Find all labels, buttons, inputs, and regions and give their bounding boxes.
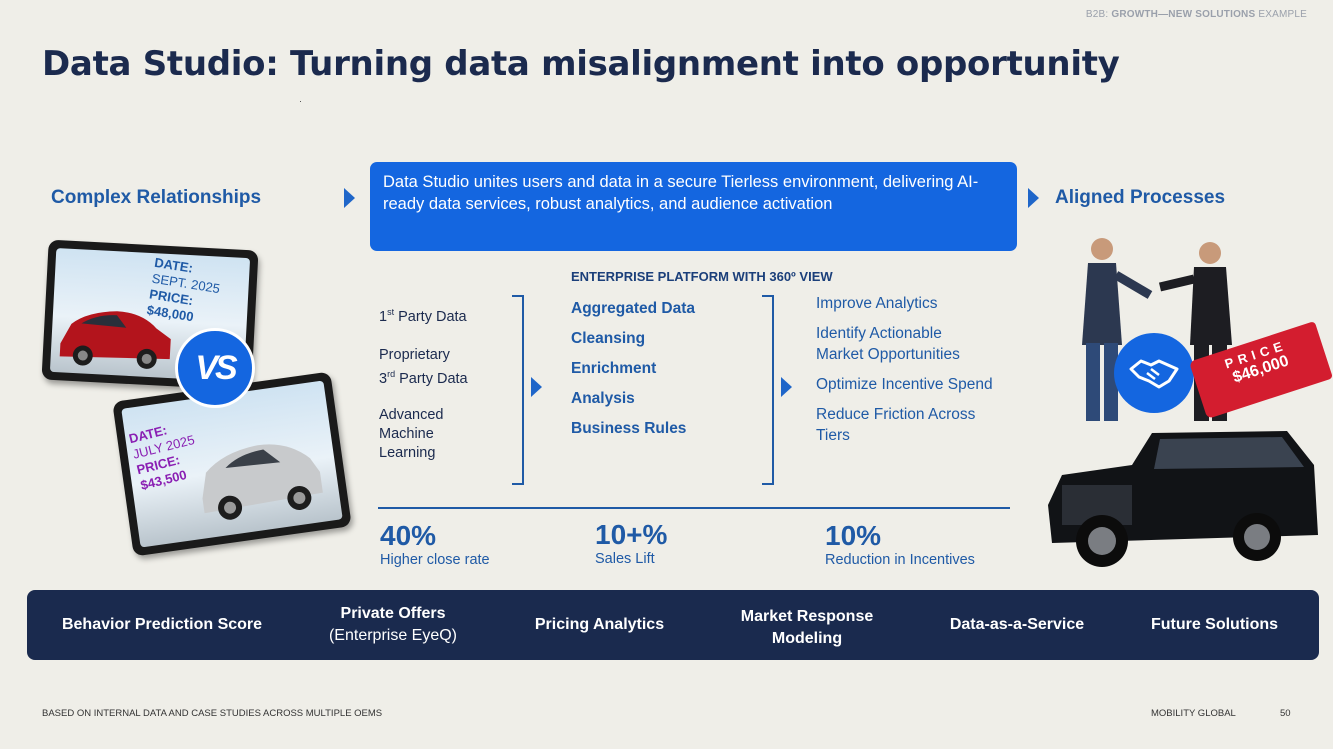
handshake-icon <box>1114 333 1194 413</box>
solution-market-response: Market Response Modeling <box>740 608 874 647</box>
banner-text: Data Studio unites users and data in a s… <box>383 173 979 213</box>
outcome-item: Improve Analytics <box>816 295 938 312</box>
platform-list: Aggregated Data Cleansing Enrichment Ana… <box>571 300 695 450</box>
data-inputs-list: 1st Party Data Proprietary 3rd Party Dat… <box>379 303 468 463</box>
tablet-top-text: DATE: SEPT. 2025 PRICE: $48,000 <box>145 254 221 325</box>
input-learning: Learning <box>379 444 436 461</box>
black-suv-image <box>1048 431 1318 567</box>
stat-close-rate: 40% Higher close rate <box>380 520 490 568</box>
platform-item: Cleansing <box>571 330 646 347</box>
input-machine: Machine <box>379 425 434 442</box>
banner: Data Studio unites users and data in a s… <box>370 162 1017 251</box>
stat-incentives: 10% Reduction in Incentives <box>825 520 975 568</box>
solution-future: Future Solutions <box>1150 616 1279 633</box>
platform-item: Aggregated Data <box>571 300 696 317</box>
outcome-item: Market Opportunities <box>816 346 960 363</box>
input-proprietary: Proprietary <box>379 346 450 363</box>
page-title: Data Studio: Turning data misalignment i… <box>42 44 1120 84</box>
silver-suv-image <box>202 444 323 520</box>
platform-item: Business Rules <box>571 420 687 437</box>
input-third-party: 3rd Party Data <box>379 368 468 387</box>
footer-brand: MOBILITY GLOBAL <box>1151 708 1236 719</box>
tablet-bottom-image: DATE: JULY 2025 PRICE: $43,500 <box>112 371 352 557</box>
stray-dot <box>300 101 301 102</box>
outcome-item: Tiers <box>816 427 850 444</box>
left-heading: Complex Relationships <box>51 187 262 208</box>
arrow-right-icon <box>781 377 792 397</box>
input-advanced: Advanced <box>379 406 444 423</box>
right-heading: Aligned Processes <box>1055 187 1226 208</box>
page-number: 50 <box>1280 708 1291 719</box>
outcome-item: Identify Actionable <box>816 325 942 342</box>
outcome-item: Optimize Incentive Spend <box>816 376 993 393</box>
outcome-item: Reduce Friction Across <box>816 406 976 423</box>
input-first-party: 1st Party Data <box>379 307 467 325</box>
section-tag: B2B: GROWTH—NEW SOLUTIONS EXAMPLE <box>1085 9 1307 20</box>
vs-badge: VS <box>175 328 255 408</box>
enterprise-heading: ENTERPRISE PLATFORM WITH 360º VIEW <box>571 269 833 284</box>
divider <box>378 507 1010 509</box>
solution-pricing-analytics: Pricing Analytics <box>534 616 665 633</box>
solution-behavior-score: Behavior Prediction Score <box>61 616 263 633</box>
solution-daas: Data-as-a-Service <box>949 616 1085 633</box>
tablet-top-image: DATE: SEPT. 2025 PRICE: $48,000 <box>41 239 259 391</box>
arrow-right-icon <box>531 377 542 397</box>
platform-item: Analysis <box>571 390 635 407</box>
stat-sales-lift: 10+% Sales Lift <box>595 519 668 567</box>
solutions-bar: Behavior Prediction Score Private Offers… <box>27 590 1319 660</box>
bracket-right <box>762 295 774 485</box>
footer-note: BASED ON INTERNAL DATA AND CASE STUDIES … <box>42 708 383 719</box>
platform-item: Enrichment <box>571 360 657 377</box>
outcomes-list: Improve Analytics Identify Actionable Ma… <box>816 293 993 446</box>
arrow-right-icon <box>344 188 355 208</box>
arrow-right-icon <box>1028 188 1039 208</box>
bracket-left <box>512 295 524 485</box>
red-suv-image <box>59 311 171 369</box>
solution-private-offers: Private Offers (Enterprise EyeQ) <box>328 605 458 644</box>
